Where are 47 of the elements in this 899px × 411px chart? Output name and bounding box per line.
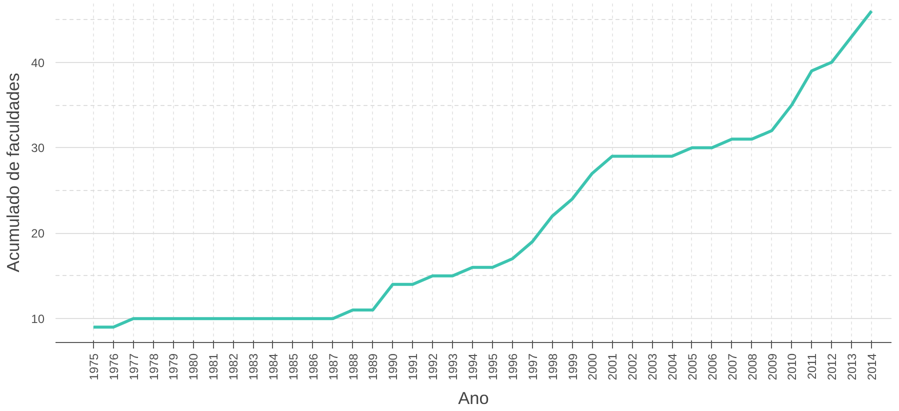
x-tick-label: 2001 [606,353,620,380]
x-tick-label: 2011 [805,353,820,380]
x-tick-label: 1991 [406,353,420,380]
x-tick-label: 2012 [825,353,840,380]
x-tick-label: 1981 [206,353,221,380]
x-tick-label: 2010 [785,353,800,380]
x-tick-label: 2014 [865,353,880,380]
x-tick-label: 1988 [346,353,360,380]
x-tick-label: 2002 [626,353,640,380]
x-tick-label: 1997 [526,353,540,380]
x-tick-label: 1985 [286,353,300,380]
x-tick-label: 1993 [446,353,460,380]
x-tick-label: 1987 [326,353,340,380]
x-tick-label: 2008 [745,353,760,380]
x-tick-label: 1984 [266,353,280,380]
x-tick-label: 1982 [226,353,241,380]
x-tick-label: 1990 [386,353,400,380]
x-tick-label: 2009 [765,353,780,380]
y-tick-label: 30 [31,141,45,156]
y-axis-title: Acumulado de faculdades [3,72,24,272]
x-tick-label: 1980 [186,353,201,380]
y-tick-label: 20 [31,226,45,241]
x-axis-title: Ano [458,388,489,408]
x-tick-label: 1996 [506,353,520,380]
x-tick-label: 2004 [666,353,680,380]
y-tick-label: 40 [31,56,45,70]
x-tick-label: 1975 [86,353,101,380]
x-tick-label: 1989 [366,353,380,380]
x-tick-label: 1994 [466,353,480,380]
x-tick-label: 1983 [246,353,261,380]
x-tick-label: 1999 [566,353,580,380]
x-tick-label: 2003 [646,353,660,380]
x-tick-label: 2000 [586,353,600,380]
x-tick-label: 1995 [486,353,500,380]
x-tick-label: 2006 [705,353,720,380]
x-tick-label: 2013 [845,353,860,380]
x-tick-label: 1978 [146,353,161,380]
x-tick-label: 1986 [306,353,320,380]
line-series [92,10,874,329]
x-tick-label: 1979 [166,353,181,380]
x-tick-label: 1998 [546,353,560,380]
x-tick-label: 2005 [685,353,700,380]
x-tick-label: 2007 [725,353,740,380]
y-tick-label: 10 [31,312,45,326]
x-tick-label: 1992 [426,353,440,380]
x-tick-label: 1976 [106,353,121,380]
x-tick-label: 1977 [126,353,141,380]
